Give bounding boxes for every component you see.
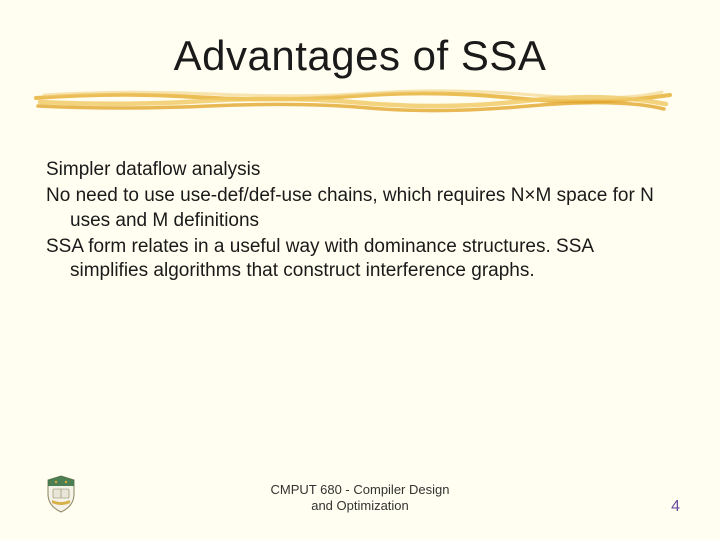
slide-title: Advantages of SSA	[0, 32, 720, 80]
footer-course-line2: and Optimization	[311, 498, 409, 513]
body-text: Simpler dataflow analysis No need to use…	[46, 158, 674, 286]
body-para-2: No need to use use-def/def-use chains, w…	[46, 184, 674, 233]
footer-course: CMPUT 680 - Compiler Design and Optimiza…	[0, 482, 720, 515]
slide: Advantages of SSA Simpler dataflow analy…	[0, 0, 720, 540]
body-para-3: SSA form relates in a useful way with do…	[46, 235, 674, 284]
page-number: 4	[671, 498, 680, 516]
title-underline	[34, 88, 674, 114]
footer-course-line1: CMPUT 680 - Compiler Design	[271, 482, 450, 497]
title-wrap: Advantages of SSA	[0, 32, 720, 80]
footer: CMPUT 680 - Compiler Design and Optimiza…	[0, 474, 720, 518]
body-para-1: Simpler dataflow analysis	[46, 158, 674, 182]
